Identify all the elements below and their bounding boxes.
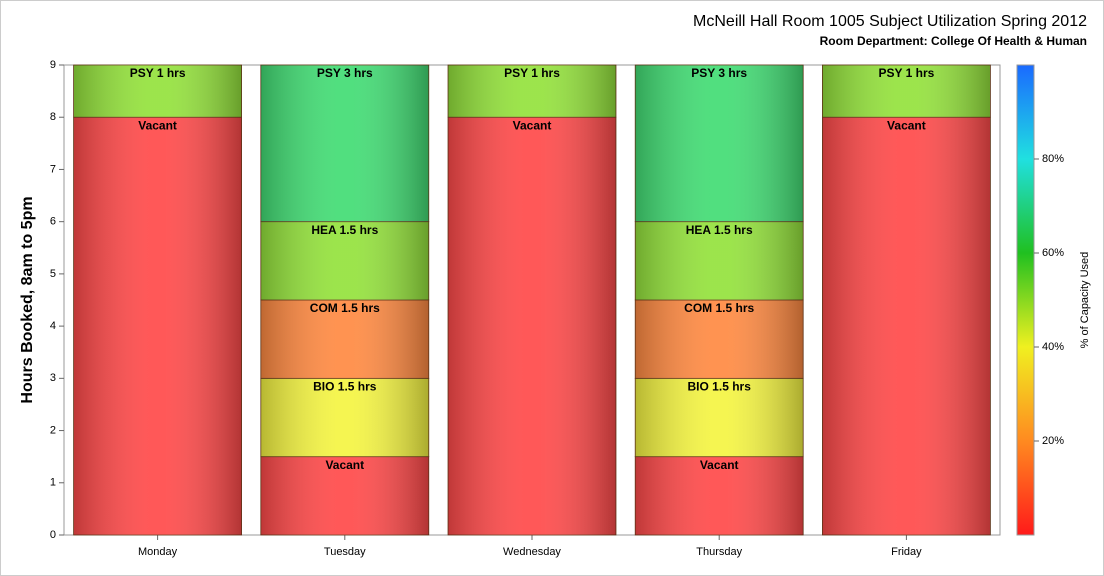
segment-label: Vacant	[887, 118, 926, 132]
bar-shade	[73, 65, 242, 118]
y-tick-label: 1	[50, 477, 56, 489]
bar-shade	[635, 456, 804, 535]
bar-segment	[73, 64, 242, 118]
bar-shade	[822, 65, 991, 118]
segment-label: PSY 3 hrs	[691, 66, 747, 80]
bar-segment	[260, 377, 430, 458]
bar-segment	[447, 116, 617, 536]
bar-shade	[448, 117, 616, 535]
bar-segment	[822, 64, 991, 118]
y-tick-label: 7	[50, 163, 56, 175]
bar-shade	[260, 65, 429, 222]
bar-segment	[634, 456, 804, 536]
y-tick-label: 0	[50, 529, 56, 541]
colorbar	[1016, 64, 1035, 536]
y-tick-label: 6	[50, 216, 56, 228]
segment-label: PSY 1 hrs	[878, 66, 934, 80]
segment-label: BIO 1.5 hrs	[313, 380, 377, 394]
bar-segment	[634, 299, 804, 379]
colorbar-label: % of Capacity Used	[1079, 252, 1091, 349]
chart-subtitle: Room Department: College Of Health & Hum…	[820, 34, 1087, 48]
segment-label: Vacant	[325, 458, 364, 472]
segment-label: PSY 1 hrs	[130, 66, 186, 80]
segment-label: COM 1.5 hrs	[310, 301, 380, 315]
colorbar-tick-label: 20%	[1042, 435, 1064, 447]
bar-segment	[447, 64, 617, 118]
bar-segment	[634, 64, 804, 223]
bar-shade	[448, 65, 616, 118]
bar-segment	[73, 116, 242, 536]
chart-title: McNeill Hall Room 1005 Subject Utilizati…	[693, 13, 1087, 30]
bar-segment	[260, 221, 430, 301]
bar-segment	[822, 116, 991, 536]
segment-label: BIO 1.5 hrs	[688, 380, 752, 394]
x-tick-label: Tuesday	[324, 546, 366, 558]
segment-label: Vacant	[700, 458, 739, 472]
x-tick-label: Friday	[891, 546, 922, 558]
segment-label: PSY 1 hrs	[504, 66, 560, 80]
bar-shade	[635, 65, 804, 222]
bar-segment	[260, 299, 430, 379]
y-tick-label: 2	[50, 424, 56, 436]
bar-shade	[260, 300, 429, 379]
y-tick-label: 8	[50, 111, 56, 123]
y-axis-label: Hours Booked, 8am to 5pm	[19, 196, 36, 403]
segment-label: COM 1.5 hrs	[684, 301, 754, 315]
bar-shade	[635, 300, 804, 379]
colorbar-tick-label: 60%	[1042, 247, 1064, 259]
colorbar-tick-label: 40%	[1042, 341, 1064, 353]
bar-segment	[260, 456, 430, 536]
segment-label: HEA 1.5 hrs	[311, 223, 378, 237]
bar-segment	[634, 221, 804, 301]
bar-shade	[635, 378, 804, 457]
bar-shade	[822, 117, 991, 535]
bar-shade	[260, 456, 429, 535]
y-tick-label: 4	[50, 320, 56, 332]
y-tick-label: 9	[50, 59, 56, 71]
bar-shade	[73, 117, 242, 535]
bar-segment	[634, 377, 804, 458]
segment-label: Vacant	[138, 118, 177, 132]
x-tick-label: Monday	[138, 546, 178, 558]
bar-shade	[260, 221, 429, 300]
bar-shade	[260, 378, 429, 457]
segment-label: HEA 1.5 hrs	[686, 223, 753, 237]
y-tick-label: 3	[50, 372, 56, 384]
bar-segment	[260, 64, 430, 223]
x-tick-label: Wednesday	[503, 546, 561, 558]
y-tick-label: 5	[50, 268, 56, 280]
colorbar-tick-label: 80%	[1042, 153, 1064, 165]
bar-shade	[635, 221, 804, 300]
segment-label: PSY 3 hrs	[317, 66, 373, 80]
segment-label: Vacant	[513, 118, 552, 132]
x-tick-label: Thursday	[696, 546, 742, 558]
